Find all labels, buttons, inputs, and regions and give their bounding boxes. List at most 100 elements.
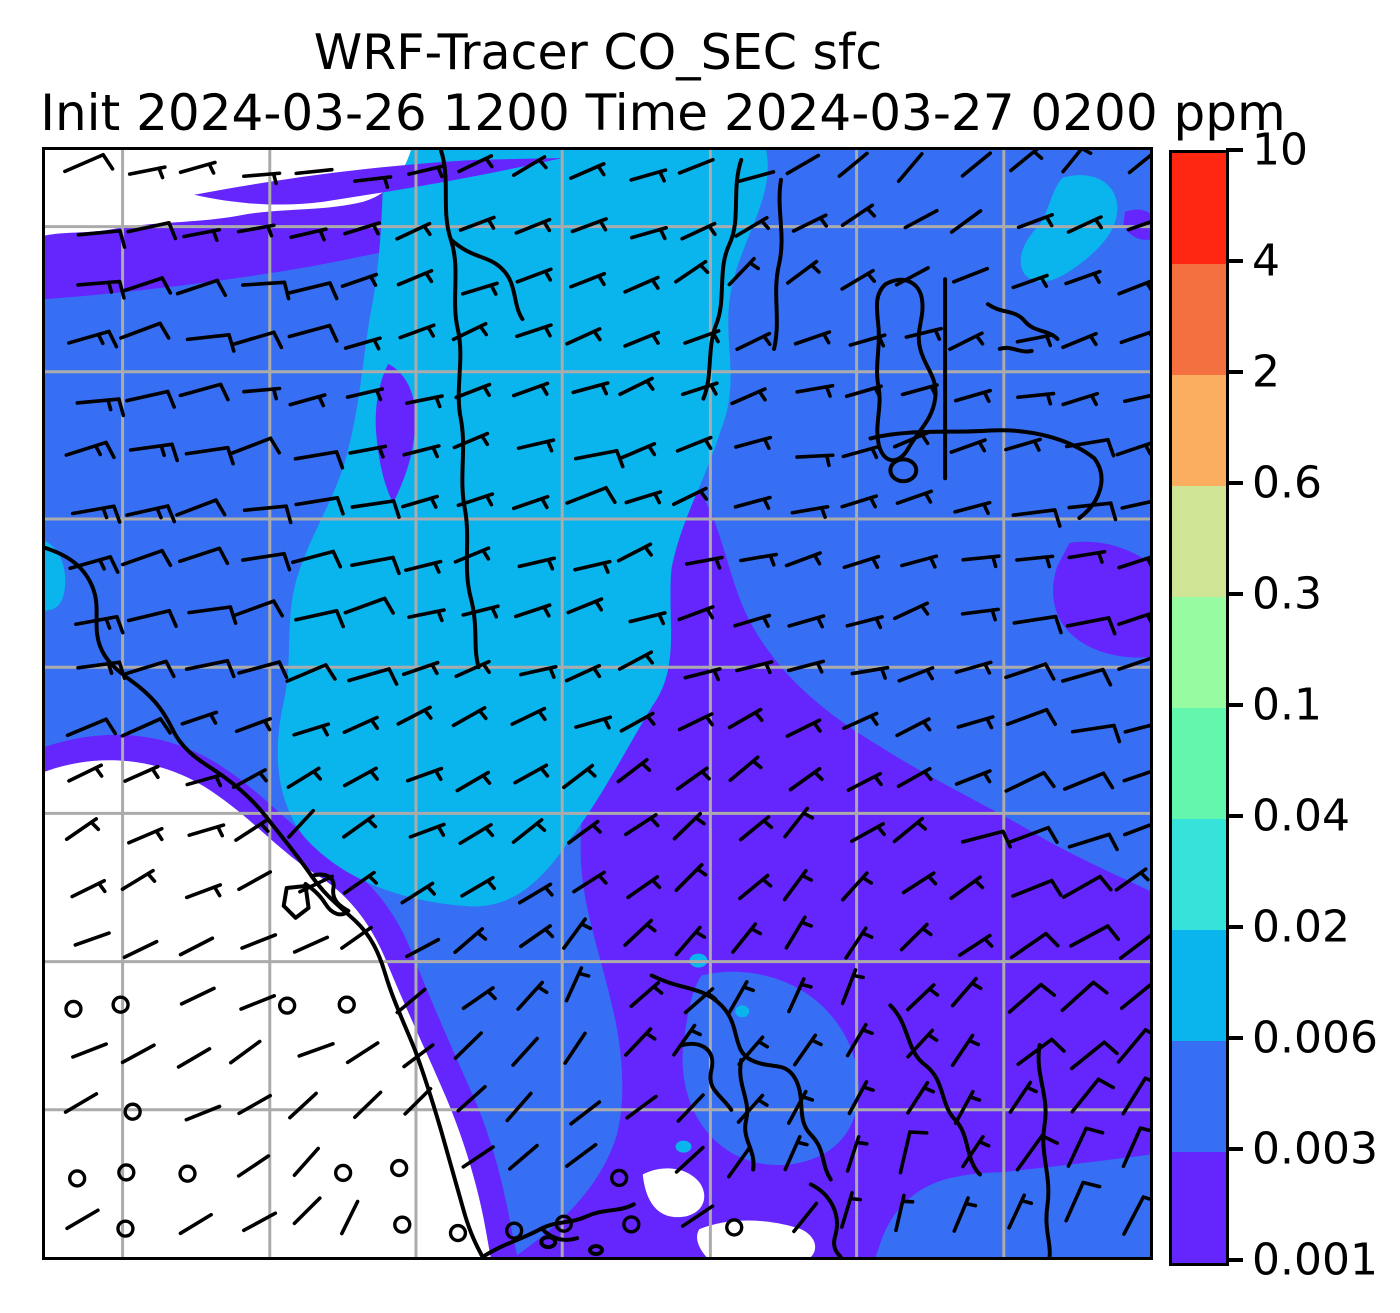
wind-barb (619, 442, 657, 460)
wind-barb (1016, 391, 1056, 406)
wind-barb (565, 1142, 598, 1168)
wind-barb (1065, 616, 1117, 636)
wind-barb (735, 331, 772, 352)
wind-barb (287, 323, 339, 343)
wind-barb (842, 711, 879, 731)
wind-barb (680, 381, 719, 397)
wind-barb (1062, 771, 1115, 791)
wind-barb (404, 559, 443, 574)
wind-barb (405, 766, 444, 783)
wind-barb (1123, 823, 1150, 837)
wind-barb (127, 826, 164, 845)
wind-barb (1012, 614, 1063, 635)
colorbar-tick (1226, 1258, 1243, 1262)
wind-barb (353, 1090, 383, 1120)
wind-barb (680, 221, 717, 241)
wind-barb (672, 811, 706, 841)
wind-barb (680, 1204, 715, 1228)
wind-barb (618, 376, 655, 397)
wind-barb (1117, 279, 1150, 296)
wind-barb (1011, 273, 1049, 290)
coastline (888, 457, 919, 484)
wind-barb (783, 806, 815, 839)
wind-barb (395, 987, 427, 1015)
wind-barb (240, 933, 278, 950)
wind-barb (733, 613, 772, 628)
wind-barb (511, 494, 550, 511)
wind-barb (896, 766, 933, 789)
wind-barb (895, 717, 932, 738)
wind-barb (71, 1042, 108, 1059)
wind-barb (175, 498, 227, 517)
wind-barb (795, 453, 835, 468)
wind-barb (624, 813, 660, 837)
wind-barb (1015, 1133, 1059, 1172)
wind-barb (1007, 982, 1057, 1014)
wind-barb (345, 387, 385, 402)
wind-barb (1067, 832, 1119, 852)
wind-barb (1004, 662, 1056, 681)
wind-barb (182, 227, 222, 243)
wind-barb (407, 164, 446, 179)
wind-barb (735, 660, 774, 675)
wind-barb (515, 267, 553, 284)
wind-barb (236, 223, 276, 238)
wind-barb (903, 208, 939, 230)
wind-barb (402, 1043, 435, 1069)
wind-barb (63, 152, 115, 174)
wind-barb (954, 769, 992, 786)
wind-barb (461, 986, 497, 1011)
wind-barb (1120, 499, 1150, 510)
wind-barb (949, 209, 983, 234)
coastline (1036, 1043, 1052, 1257)
wind-barb (616, 758, 652, 784)
contour-region-cyan (735, 1005, 750, 1018)
wind-barb (458, 822, 495, 846)
wind-barb (795, 383, 835, 398)
wind-barb (1069, 1040, 1119, 1071)
wind-barb (287, 281, 339, 301)
wind-barb (122, 939, 159, 960)
wind-barb (897, 666, 935, 683)
wind-barb (1005, 707, 1058, 726)
colorbar-tick (1226, 481, 1243, 485)
wind-barb (675, 766, 711, 791)
wind-barb (239, 994, 277, 1011)
wind-barb (783, 1134, 809, 1172)
wind-barb (184, 1104, 222, 1122)
wind-barb (906, 1080, 936, 1115)
wind-barb (340, 925, 373, 950)
colorbar-tick-label: 10 (1252, 124, 1308, 176)
contour-region-blue (682, 971, 859, 1166)
coastline (303, 872, 351, 917)
coastline (888, 1003, 982, 1177)
calm-wind-circle (178, 1164, 197, 1183)
wind-barb (234, 717, 272, 734)
colorbar-segment (1172, 930, 1226, 1041)
wind-barb (120, 548, 173, 568)
coastline (539, 1235, 558, 1250)
wind-barb (184, 883, 223, 900)
wind-barb (677, 712, 714, 732)
wind-barb (1011, 508, 1062, 528)
wind-barb (517, 556, 557, 571)
contour-region-violet (375, 363, 416, 504)
wind-barb (185, 773, 224, 788)
calm-wind-circle (64, 999, 83, 1019)
wind-barb (231, 768, 268, 789)
wind-barb (127, 165, 167, 180)
calm-wind-circle (333, 1163, 353, 1183)
wind-barb (242, 1211, 278, 1233)
wind-barb (178, 1212, 213, 1236)
coastline (701, 157, 744, 401)
wind-barb (241, 551, 292, 572)
wind-barb (672, 1023, 702, 1057)
wind-barb (234, 818, 270, 842)
wind-barb (674, 925, 707, 957)
wind-barb (960, 607, 1000, 622)
wind-barb (229, 436, 282, 456)
wind-barb (844, 926, 874, 960)
wind-barb (1011, 878, 1063, 898)
calm-wind-circle (554, 1214, 573, 1233)
wind-barb (1117, 555, 1150, 570)
